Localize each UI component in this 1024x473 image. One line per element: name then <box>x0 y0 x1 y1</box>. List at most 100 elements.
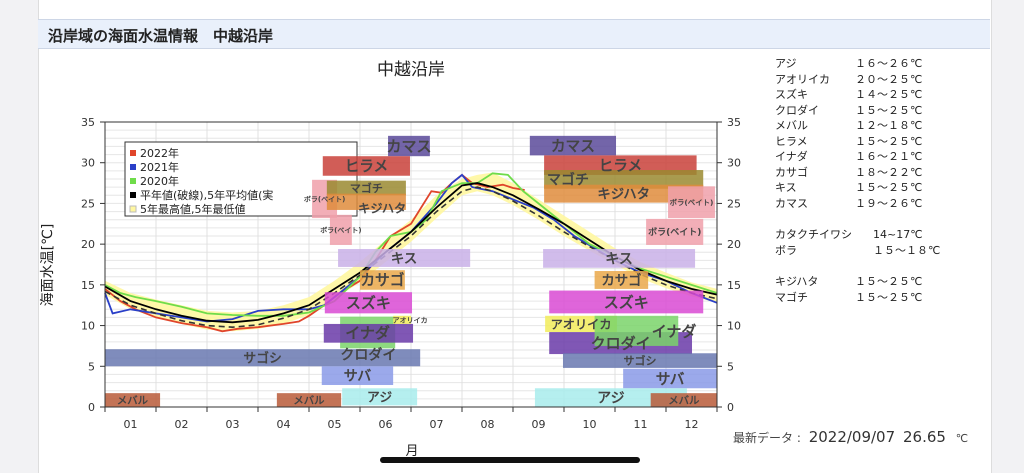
fish-temp-range: １５～２５℃ <box>855 134 923 148</box>
fish-band-rect <box>105 393 161 407</box>
fish-temperature-list: アジ １６～２６℃ アオリイカ ２０～２５℃ スズキ １４～２５℃ クロダイ １５～２５℃ メバ… <box>775 56 940 305</box>
latest-date: 2022/09/07 <box>808 428 896 446</box>
fish-band-label: サゴシ <box>624 354 657 368</box>
fish-band-label: イナダ <box>652 322 697 340</box>
fish-temp-range: ２０～２５℃ <box>855 72 923 86</box>
legend-swatch <box>129 205 137 213</box>
fish-band-label: ボラ(ベイト) <box>320 225 361 234</box>
fish-temp-range: １２～１８℃ <box>855 119 923 132</box>
fish-band-label: スズキ <box>346 294 391 312</box>
fish-band-rect <box>326 193 406 210</box>
fish-name: ボラ <box>775 243 797 257</box>
fish-band-rect <box>324 292 413 314</box>
fish-temp-range: １９～２６℃ <box>855 196 923 210</box>
x-tick-label: 11 <box>634 418 648 431</box>
fish-name: クロダイ <box>775 103 819 117</box>
fish-band-rect <box>323 323 414 343</box>
fish-name: ヒラメ <box>775 134 808 148</box>
y-tick-label-right: 30 <box>727 157 741 170</box>
fish-list-item: カタクチイワシ 14~17℃ <box>775 227 940 243</box>
fish-band-label: カサゴ <box>360 271 404 289</box>
x-tick-label: 03 <box>226 418 240 431</box>
fish-band-label: アオリイカ <box>551 317 612 331</box>
latest-label: 最新データ : <box>733 431 801 445</box>
fish-band-rect <box>329 214 352 245</box>
legend-swatch <box>130 164 136 170</box>
fish-band-label: メバル <box>293 395 325 407</box>
fish-list-item: アジ １６～２６℃ <box>775 56 940 72</box>
fish-list-item: アオリイカ ２０～２５℃ <box>775 72 940 88</box>
fish-list-item: キス １５～２５℃ <box>775 180 940 196</box>
y-tick-label: 10 <box>81 320 95 333</box>
fish-band-label: メバル <box>117 395 149 407</box>
y-tick-label: 15 <box>81 279 95 292</box>
fish-band-label: メバル <box>668 395 700 407</box>
fish-band-rect <box>646 218 704 245</box>
x-tick-label: 10 <box>583 418 597 431</box>
legend-label: 2021年 <box>140 160 179 174</box>
y-tick-label-right: 15 <box>727 279 741 292</box>
fish-band-rect <box>105 349 421 367</box>
y-tick-label: 20 <box>81 238 95 251</box>
fish-list-item: キジハタ １５～２５℃ <box>775 274 940 290</box>
fish-name: カマス <box>775 196 808 210</box>
fish-band-label: アオリイカ <box>393 316 428 324</box>
fish-band-rect <box>321 366 394 386</box>
fish-band-rect <box>534 388 687 407</box>
fish-band-rect <box>544 170 704 189</box>
legend-label: 2020年 <box>140 174 179 188</box>
y-tick-label: 35 <box>81 116 95 129</box>
page-title: 沿岸域の海面水温情報 中越沿岸 <box>48 27 274 45</box>
latest-value: 26.65 <box>902 428 946 446</box>
fish-band-label: キジハタ <box>597 187 650 203</box>
fish-band-label: クロダイ <box>340 346 396 363</box>
fish-band-label: キス <box>605 251 633 267</box>
x-tick-label: 01 <box>124 418 138 431</box>
fish-band-label: ヒラメ <box>345 158 389 175</box>
fish-list-item: クロダイ １５～２５℃ <box>775 103 940 119</box>
fish-temp-range: １５～２５℃ <box>855 181 923 194</box>
fish-band-rect <box>529 135 617 156</box>
fish-band-label: アジ <box>367 390 392 405</box>
fish-band-rect <box>543 249 696 268</box>
fish-temp-range: １５～２５℃ <box>855 290 923 304</box>
y-tick-label-right: 20 <box>727 238 741 251</box>
fish-list-item: カマス １９～２６℃ <box>775 196 940 212</box>
legend-swatch <box>130 178 136 184</box>
fish-band-rect <box>594 271 649 289</box>
fish-band-label: アジ <box>597 391 624 407</box>
y-tick-label-right: 25 <box>727 197 741 210</box>
home-indicator[interactable] <box>380 457 640 463</box>
fish-band-rect <box>276 393 342 407</box>
fish-band-rect <box>549 290 704 314</box>
fish-temp-range: １５～２５℃ <box>855 275 923 288</box>
fish-band-rect <box>544 184 704 203</box>
fish-band-rect <box>360 270 405 290</box>
fish-band-label: マゴチ <box>547 172 589 189</box>
fish-band-rect <box>623 368 717 389</box>
y-tick-label-right: 10 <box>727 320 741 333</box>
fish-band-rect <box>668 186 715 219</box>
fish-band-label: サバ <box>344 369 371 385</box>
fish-band-label: スズキ <box>604 293 649 311</box>
fish-name: カサゴ <box>775 165 808 179</box>
fish-band-rect <box>594 315 679 346</box>
y-tick-label-right: 5 <box>727 360 734 373</box>
x-axis-label: 月 <box>405 444 418 459</box>
fish-band-label: ボラ(ベイト) <box>648 226 701 238</box>
fish-band-label: ボラ(ベイト) <box>670 198 714 207</box>
fish-band-label: サバ <box>656 371 685 388</box>
y-tick-label: 0 <box>88 401 95 414</box>
page-header: 沿岸域の海面水温情報 中越沿岸 <box>38 19 990 49</box>
fish-list-item: イナダ １６～２１℃ <box>775 149 940 165</box>
fish-band-rect <box>562 353 717 368</box>
fish-band-rect <box>342 388 418 406</box>
fish-name: キス <box>775 181 797 194</box>
fish-band-rect <box>322 156 410 176</box>
x-tick-label: 12 <box>685 418 699 431</box>
fish-band-label: カマス <box>551 138 595 155</box>
legend: 2022年2021年2020年平年値(破線),5年平均値(実5年最高値,5年最低… <box>124 141 358 217</box>
